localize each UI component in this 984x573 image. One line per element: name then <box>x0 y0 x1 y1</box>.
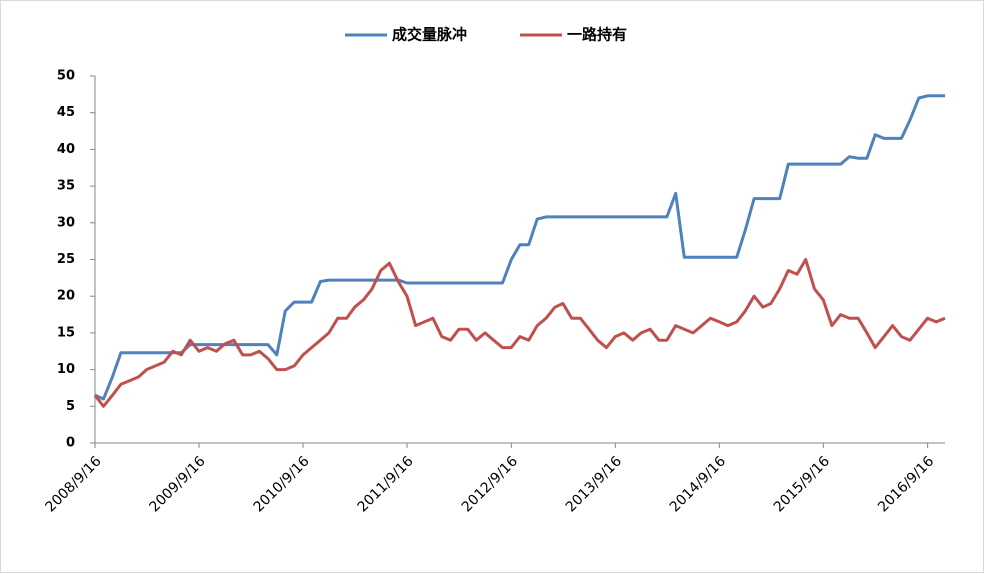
y-tick-label: 25 <box>57 252 75 267</box>
legend-label: 成交量脉冲 <box>392 26 467 44</box>
series-line <box>93 258 946 408</box>
y-tick-label: 10 <box>57 362 75 377</box>
y-tick-label: 20 <box>57 289 75 304</box>
y-tick-label: 5 <box>66 399 75 414</box>
y-tick-label: 30 <box>57 215 75 230</box>
legend-label: 一路持有 <box>567 26 627 44</box>
y-tick-label: 40 <box>57 142 75 157</box>
y-tick-label: 15 <box>57 325 75 340</box>
y-tick-label: 35 <box>57 179 75 194</box>
y-tick-label: 0 <box>66 436 75 451</box>
y-tick-label: 50 <box>57 69 75 84</box>
y-tick-label: 45 <box>57 105 75 120</box>
